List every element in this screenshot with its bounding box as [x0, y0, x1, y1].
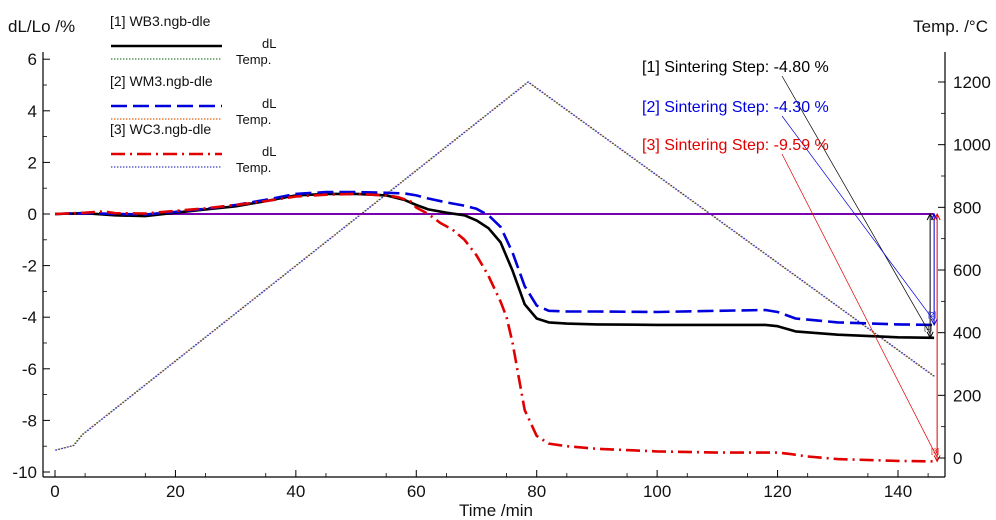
legend-dl-label-3: dL	[262, 144, 276, 159]
legend-dl-label-1: dL	[262, 36, 276, 51]
step-marker-arrow-bottom-1	[926, 331, 934, 339]
x-tick-label: 100	[643, 482, 671, 501]
y-right-tick-label: 600	[953, 261, 981, 280]
legend-temp-label-3: Temp.	[236, 160, 271, 175]
temperature-curves	[54, 81, 936, 451]
x-tick-label: 40	[286, 482, 305, 501]
annotation-connectors	[781, 75, 938, 458]
step-marker-arrow-bottom-2	[930, 318, 938, 327]
x-tick-label: 140	[884, 482, 912, 501]
x-tick-label: 80	[527, 482, 546, 501]
y-left-tick-label: 2	[28, 153, 37, 172]
y-left-tick-label: -10	[12, 463, 37, 482]
sintering-step-annotations: [1] Sintering Step: -4.80 % [2] Sintering…	[642, 59, 829, 154]
y-axis-left-title: dL/Lo /%	[8, 17, 75, 36]
legend-temp-label-2: Temp.	[236, 112, 271, 127]
y-right-tick-label: 800	[953, 198, 981, 217]
y-right-tick-label: 1000	[953, 136, 991, 155]
step-marker-label-1: [1]	[924, 325, 932, 332]
dl-curve-3	[54, 192, 935, 463]
legend-file-label-1: [1] WB3.ngb-dle	[110, 13, 211, 29]
x-tick-label: 0	[50, 482, 59, 501]
sintering-step-annotation-1: [1] Sintering Step: -4.80 %	[642, 59, 829, 76]
y-left-tick-label: -4	[22, 308, 37, 327]
y-right-tick-label: 0	[953, 449, 962, 468]
y-left-tick-label: 0	[28, 205, 37, 224]
sintering-step-markers: [1] [2] [3]	[924, 212, 941, 463]
legend-file-label-3: [3] WC3.ngb-dle	[110, 121, 211, 137]
y-left-tick-label: 6	[28, 50, 37, 69]
x-tick-label: 60	[407, 482, 426, 501]
step-marker-arrow-top-3	[933, 212, 941, 221]
step-marker-label-3: [3]	[931, 448, 939, 455]
dl-curve-1	[54, 192, 935, 340]
y-left-tick-label: -8	[22, 411, 37, 430]
y-left-tick-label: -2	[22, 257, 37, 276]
dl-curves	[54, 190, 935, 463]
y-axis-right-title: Temp. /°C	[913, 17, 988, 36]
step-marker-arrow-top-2	[930, 212, 938, 221]
x-axis-title: Time /min	[459, 501, 533, 520]
step-marker-arrow-bottom-3	[933, 455, 941, 463]
axis-ticks: 0 20 40 60 80 100 120 1406420-2-4-6-8-101200100…	[12, 50, 990, 501]
axes-frame	[42, 52, 946, 478]
annotation-connector-3	[781, 153, 938, 458]
y-left-tick-label: -6	[22, 360, 37, 379]
x-tick-label: 20	[166, 482, 185, 501]
annotation-connector-1	[781, 75, 931, 335]
legend-file-label-2: [2] WM3.ngb-dle	[110, 73, 213, 89]
legend-temp-label-1: Temp.	[236, 52, 271, 67]
x-tick-label: 120	[763, 482, 791, 501]
sintering-step-annotation-3: [3] Sintering Step: -9.59 %	[642, 137, 829, 154]
legend-dl-label-2: dL	[262, 96, 276, 111]
step-marker-label-2: [2]	[928, 312, 936, 319]
y-right-tick-label: 200	[953, 386, 981, 405]
annotation-connector-2	[781, 115, 935, 322]
y-left-tick-label: 4	[28, 102, 37, 121]
sintering-step-annotation-2: [2] Sintering Step: -4.30 %	[642, 99, 829, 116]
y-right-tick-label: 400	[953, 324, 981, 343]
y-right-tick-label: 1200	[953, 73, 991, 92]
temp-curve-3	[55, 81, 936, 451]
